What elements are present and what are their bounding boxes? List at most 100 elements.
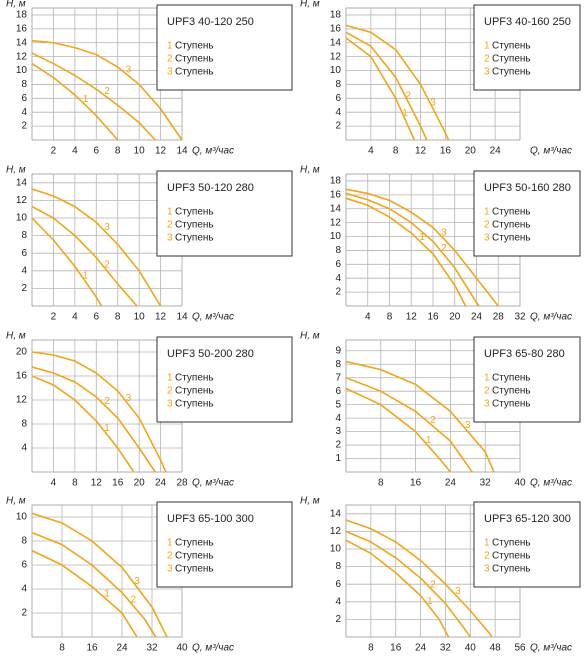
- y-tick-label: 4: [335, 596, 341, 607]
- curve: [345, 188, 499, 307]
- y-tick-label: 10: [330, 544, 342, 555]
- x-tick-label: 32: [146, 643, 158, 654]
- curve: [31, 205, 138, 307]
- curve: [345, 31, 428, 141]
- curve: [345, 530, 471, 638]
- y-tick-label: 4: [335, 413, 341, 424]
- x-tick-label: 10: [134, 146, 146, 157]
- x-tick-label: 12: [415, 146, 427, 157]
- legend-number: 3: [484, 564, 490, 575]
- y-tick-label: 4: [21, 443, 27, 454]
- y-tick-label: 4: [21, 584, 27, 595]
- x-tick-label: 8: [387, 312, 393, 323]
- legend-number: 1: [167, 41, 173, 52]
- x-axis-label: Q, м³/час: [192, 312, 234, 323]
- curve: [31, 52, 156, 141]
- legend-number: 3: [484, 67, 490, 78]
- legend-label: Ступень: [175, 399, 214, 410]
- x-tick-label: 16: [390, 643, 402, 654]
- y-tick-label: 2: [335, 440, 341, 451]
- x-tick-label: 32: [480, 478, 492, 489]
- y-tick-label: 4: [335, 107, 341, 118]
- x-axis-label: Q, м³/час: [530, 146, 572, 157]
- legend-label: Ступень: [175, 551, 214, 562]
- x-tick-label: 12: [91, 478, 103, 489]
- chart-title: UPF3 40-120 250: [167, 16, 254, 28]
- x-tick-label: 4: [72, 312, 78, 323]
- chart-title: UPF3 50-200 280: [167, 348, 254, 360]
- legend-label: Ступень: [492, 386, 531, 397]
- x-tick-label: 32: [514, 312, 526, 323]
- chart-title: UPF3 40-160 250: [484, 16, 571, 28]
- y-tick-label: 16: [16, 23, 28, 34]
- curve: [345, 539, 450, 638]
- x-axis-label: Q, м³/час: [192, 643, 234, 654]
- y-tick-label: 18: [330, 176, 342, 187]
- legend-label: Ступень: [175, 67, 214, 78]
- y-tick-label: 6: [21, 93, 27, 104]
- curve: [31, 375, 135, 473]
- curve-label: 2: [104, 259, 110, 270]
- x-tick-label: 8: [59, 643, 65, 654]
- legend-label: Ступень: [492, 233, 531, 244]
- x-axis-label: Q, м³/час: [192, 146, 234, 157]
- y-axis-label: H, м: [6, 165, 26, 176]
- legend-label: Ступень: [175, 220, 214, 231]
- x-axis-label: Q, м³/час: [530, 312, 572, 323]
- y-tick-label: 12: [16, 395, 28, 406]
- legend-number: 1: [167, 538, 173, 549]
- y-tick-label: 8: [21, 79, 27, 90]
- chart-title: UPF3 65-100 300: [167, 513, 254, 525]
- y-tick-label: 20: [16, 347, 28, 358]
- legend-label: Ступень: [492, 399, 531, 410]
- legend-label: Ступень: [492, 207, 531, 218]
- x-axis-label: Q, м³/час: [192, 478, 234, 489]
- curve: [31, 512, 168, 638]
- y-tick-label: 2: [21, 121, 27, 132]
- y-tick-label: 16: [16, 371, 28, 382]
- curve-label: 3: [465, 420, 471, 431]
- legend-label: Ступень: [492, 373, 531, 384]
- y-tick-label: 12: [330, 51, 342, 62]
- x-tick-label: 6: [94, 146, 100, 157]
- y-axis-label: H, м: [6, 0, 26, 10]
- x-tick-label: 2: [51, 146, 57, 157]
- y-tick-label: 7: [335, 372, 341, 383]
- legend-label: Ступень: [492, 551, 531, 562]
- chart-title: UPF3 50-160 280: [484, 182, 571, 194]
- legend-label: Ступень: [175, 41, 214, 52]
- legend-label: Ступень: [175, 538, 214, 549]
- y-tick-label: 18: [16, 10, 28, 21]
- curve-label: 1: [104, 423, 110, 434]
- legend-number: 2: [167, 220, 173, 231]
- curve-label: 2: [104, 396, 110, 407]
- y-tick-label: 8: [335, 561, 341, 572]
- curve: [345, 197, 467, 307]
- x-tick-label: 20: [465, 146, 477, 157]
- x-tick-label: 8: [378, 478, 384, 489]
- y-tick-label: 10: [330, 231, 342, 242]
- x-tick-label: 12: [406, 312, 418, 323]
- x-tick-label: 28: [176, 478, 188, 489]
- curve-label: 2: [104, 86, 110, 97]
- y-tick-label: 8: [21, 419, 27, 430]
- x-tick-label: 24: [471, 312, 483, 323]
- x-tick-label: 8: [115, 312, 121, 323]
- y-tick-label: 6: [335, 93, 341, 104]
- legend-label: Ступень: [175, 54, 214, 65]
- x-tick-label: 4: [72, 146, 78, 157]
- x-tick-label: 20: [134, 478, 146, 489]
- x-tick-label: 16: [86, 643, 98, 654]
- curve-label: 1: [402, 108, 408, 119]
- x-tick-label: 48: [490, 643, 502, 654]
- curve-label: 1: [83, 270, 89, 281]
- y-tick-label: 14: [330, 203, 342, 214]
- y-axis-label: H, м: [6, 331, 26, 342]
- y-tick-label: 8: [335, 245, 341, 256]
- y-tick-label: 2: [335, 614, 341, 625]
